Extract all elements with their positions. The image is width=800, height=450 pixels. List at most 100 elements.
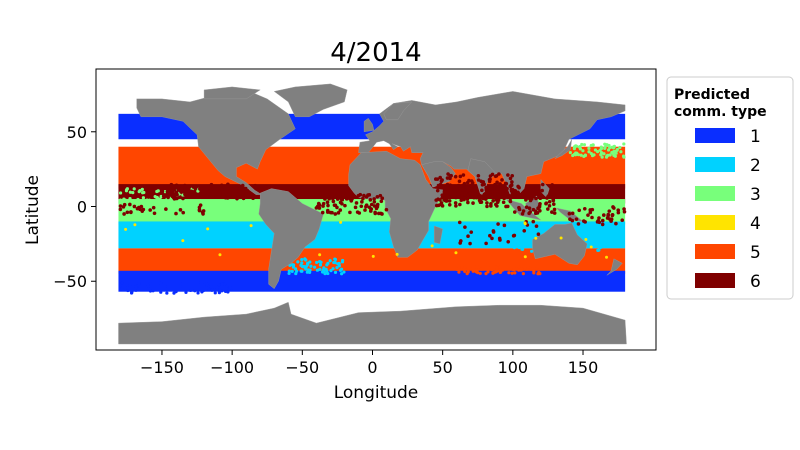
point-type-3: [152, 202, 156, 207]
point-type-6: [478, 200, 483, 205]
point-type-6: [129, 210, 133, 214]
point-type-3: [577, 145, 581, 149]
point-type-6: [326, 203, 330, 208]
point-type-1: [213, 288, 217, 292]
point-type-6: [191, 185, 196, 189]
point-type-5: [526, 265, 530, 269]
point-type-2: [598, 245, 603, 250]
point-type-6: [488, 190, 493, 194]
point-type-6: [375, 195, 380, 199]
point-type-6: [531, 219, 536, 224]
point-type-6: [456, 183, 461, 188]
point-type-1: [159, 281, 163, 285]
point-type-6: [505, 192, 510, 196]
point-type-6: [320, 210, 325, 215]
point-type-6: [590, 215, 594, 220]
point-type-6: [332, 193, 337, 198]
point-type-6: [238, 186, 243, 190]
point-type-6: [354, 201, 359, 205]
point-type-6: [461, 184, 466, 189]
point-type-6: [471, 201, 475, 205]
point-type-6: [369, 202, 374, 207]
point-type-2: [587, 239, 591, 243]
point-type-5: [519, 267, 524, 271]
point-type-4: [249, 224, 253, 228]
point-type-1: [199, 280, 203, 284]
point-type-6: [506, 239, 511, 244]
point-type-6: [600, 222, 605, 227]
point-type-6: [508, 199, 513, 204]
point-type-3: [583, 153, 587, 157]
point-type-6: [181, 196, 185, 201]
point-type-6: [240, 191, 245, 195]
legend-entries: 1 2 3 4 5 6: [695, 127, 761, 292]
point-type-2: [333, 270, 338, 274]
x-tick-label: −50: [285, 358, 319, 377]
point-type-6: [241, 196, 246, 201]
point-type-6: [509, 193, 514, 198]
point-type-6: [358, 192, 363, 197]
point-type-6: [350, 197, 354, 201]
point-type-6: [373, 210, 377, 215]
point-type-3: [603, 146, 607, 150]
point-type-6: [611, 205, 615, 209]
point-type-5: [510, 271, 514, 275]
point-type-6: [442, 190, 447, 194]
point-type-6: [179, 190, 184, 194]
point-type-2: [511, 243, 515, 247]
point-type-6: [364, 195, 369, 199]
point-type-6: [254, 186, 258, 191]
point-type-1: [225, 284, 229, 288]
point-type-5: [512, 266, 516, 270]
point-type-6: [550, 210, 554, 214]
legend-label-1: 1: [750, 127, 761, 147]
point-type-2: [339, 267, 344, 271]
legend-label-6: 6: [750, 272, 761, 292]
point-type-2: [329, 269, 333, 273]
point-type-6: [496, 192, 500, 197]
point-type-1: [120, 281, 124, 285]
point-type-6: [485, 204, 489, 209]
point-type-6: [549, 186, 553, 190]
point-type-1: [184, 290, 188, 294]
point-type-2: [300, 269, 304, 273]
point-type-2: [304, 258, 308, 262]
type-6-scatter-layer: [118, 172, 627, 259]
point-type-6: [201, 212, 205, 216]
point-type-5: [500, 268, 505, 272]
point-type-1: [185, 283, 189, 287]
point-type-5: [466, 266, 471, 270]
point-type-6: [375, 202, 380, 207]
point-type-6: [468, 241, 472, 246]
point-type-6: [493, 182, 497, 187]
point-type-5: [463, 265, 467, 269]
x-tick-label: −100: [210, 358, 254, 377]
point-type-5: [507, 271, 511, 275]
point-type-2: [309, 264, 313, 268]
point-type-6: [214, 195, 219, 199]
point-type-6: [524, 205, 529, 209]
point-type-6: [495, 180, 499, 185]
point-type-5: [493, 265, 498, 269]
point-type-2: [517, 245, 521, 250]
point-type-6: [501, 200, 506, 205]
point-type-6: [588, 210, 593, 215]
point-type-3: [128, 196, 132, 201]
point-type-2: [328, 259, 332, 263]
land-arctic-islands: [203, 86, 261, 100]
point-type-3: [157, 200, 162, 204]
point-type-6: [522, 228, 527, 233]
point-type-6: [546, 207, 550, 211]
point-type-4: [218, 253, 222, 257]
point-type-6: [474, 192, 478, 197]
point-type-6: [534, 196, 538, 201]
point-type-3: [568, 150, 572, 155]
point-type-3: [602, 152, 606, 156]
point-type-2: [592, 244, 596, 249]
point-type-2: [606, 238, 610, 242]
point-type-6: [461, 187, 465, 192]
point-type-4: [584, 237, 588, 241]
point-type-6: [151, 205, 156, 210]
point-type-2: [340, 272, 344, 276]
point-type-6: [325, 200, 330, 205]
